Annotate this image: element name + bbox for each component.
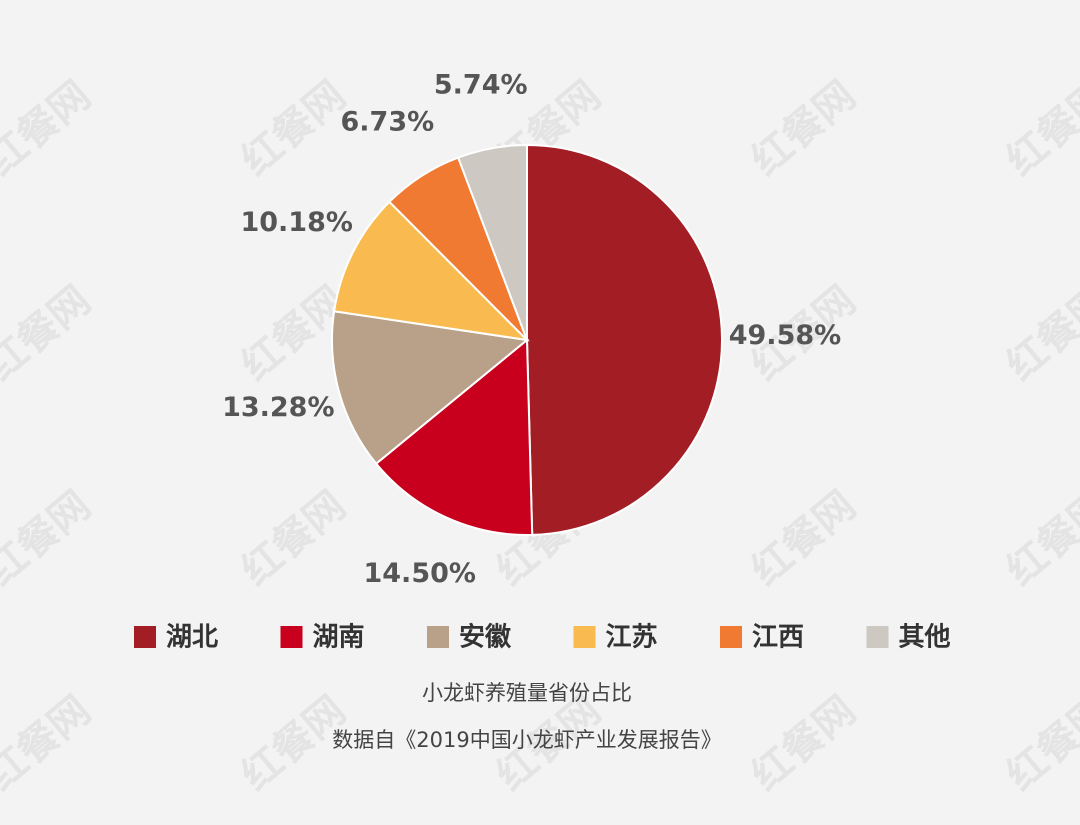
legend-label: 湖南 [313,623,365,653]
watermark: 红餐网 [743,72,864,184]
watermark: 红餐网 [998,687,1080,799]
watermark: 红餐网 [233,482,354,594]
watermark: 红餐网 [743,482,864,594]
legend-swatch [427,626,449,648]
watermark: 红餐网 [743,687,864,799]
legend-label: 其他 [899,623,951,653]
watermark: 红餐网 [0,687,99,799]
watermark: 红餐网 [0,72,99,184]
caption: 小龙虾养殖量省份占比 [422,681,632,705]
data-label: 10.18% [240,207,352,238]
watermark: 红餐网 [998,482,1080,594]
pie-slice [526,143,723,536]
legend-swatch [720,626,742,648]
legend-swatch [280,626,303,648]
legend-swatch [134,626,156,648]
pie-slice [456,143,528,341]
watermark: 红餐网 [998,277,1080,389]
data-label: 49.58% [729,320,841,351]
legend-label: 江西 [752,623,804,653]
pie-slice [331,310,530,466]
source: 数据自《2019中国小龙虾产业发展报告》 [332,728,721,752]
data-label: 14.50% [363,558,475,589]
pie: 49.58% 14.50% 13.28% 10.18% 6.73%5.74% [222,70,841,589]
watermark: 红餐网 [233,72,354,184]
legend-swatch [573,626,596,648]
data-label: 6.73% [340,107,434,138]
watermark: 红餐网 [0,277,99,389]
legend: 湖北 湖南 安徽 江苏 江西 其他 [134,623,951,653]
legend-label: 湖北 [166,623,218,653]
watermark: 红餐网 [0,482,99,594]
watermark: 红餐网 [998,72,1080,184]
legend-swatch [866,626,889,648]
data-label: 13.28% [222,392,334,423]
data-label: 5.74% [434,70,528,101]
pie-slice [332,200,530,342]
legend-label: 安徽 [459,623,512,653]
legend-label: 江苏 [606,623,658,653]
pie-slice [374,337,534,536]
